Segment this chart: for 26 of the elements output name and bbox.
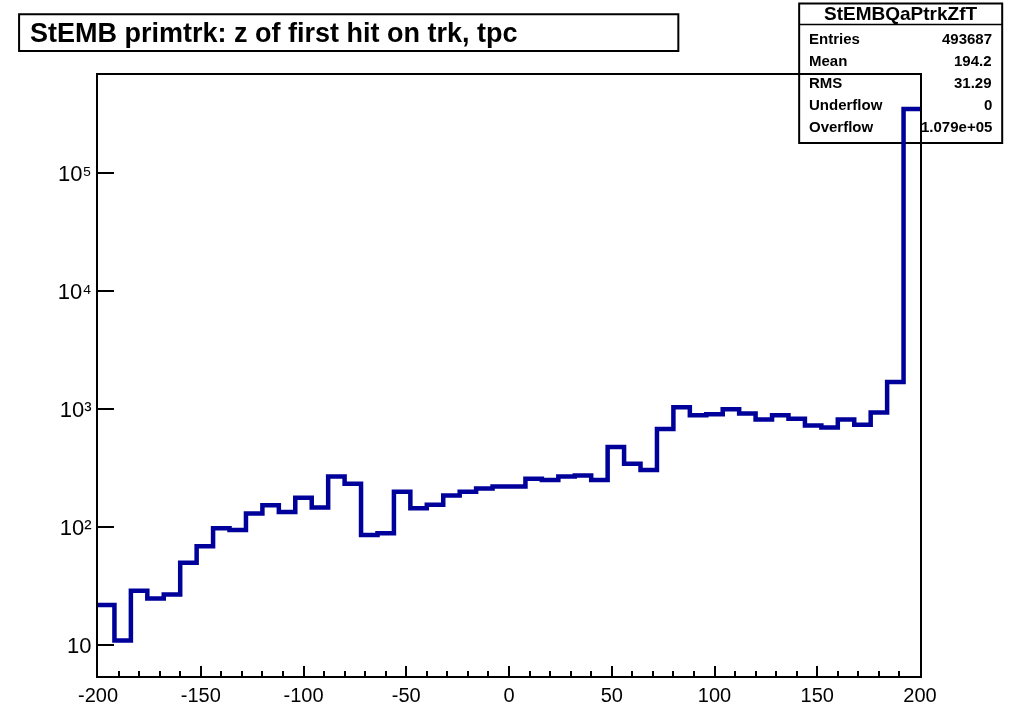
annotation: Overflow (809, 118, 874, 135)
text: 1.079e+05 (921, 118, 993, 135)
text: 0 (984, 96, 993, 113)
y-tick-label: 10³ (59, 397, 92, 423)
annotation: Underflow (809, 96, 883, 113)
x-tick-label: -50 (391, 684, 421, 706)
x-tick-label: -200 (77, 684, 119, 706)
x-tick-label: 150 (800, 684, 834, 706)
x-tick-label: 100 (697, 684, 732, 706)
y-tick-label: 10² (59, 515, 92, 541)
text: Mean (809, 52, 848, 69)
x-tick-label: 200 (903, 684, 937, 706)
text: 493687 (942, 30, 993, 47)
text: StEMBQaPtrkZfT (824, 3, 978, 24)
y-tick-label: 10⁵ (58, 160, 92, 186)
x-tick-label: -150 (180, 684, 221, 706)
x-tick-label: -100 (283, 684, 324, 706)
annotation: RMS (809, 74, 843, 91)
text: 194.2 (954, 52, 992, 69)
y-tick-label: 10 (67, 633, 92, 659)
x-tick-label: 50 (600, 684, 623, 706)
y-tick-label: 10⁴ (57, 278, 92, 304)
text: Entries (809, 30, 860, 47)
text: 31.29 (954, 74, 992, 91)
x-tick-label: 0 (503, 684, 515, 706)
chart-title: StEMB primtrk: z of first hit on trk, tpc (30, 18, 518, 48)
